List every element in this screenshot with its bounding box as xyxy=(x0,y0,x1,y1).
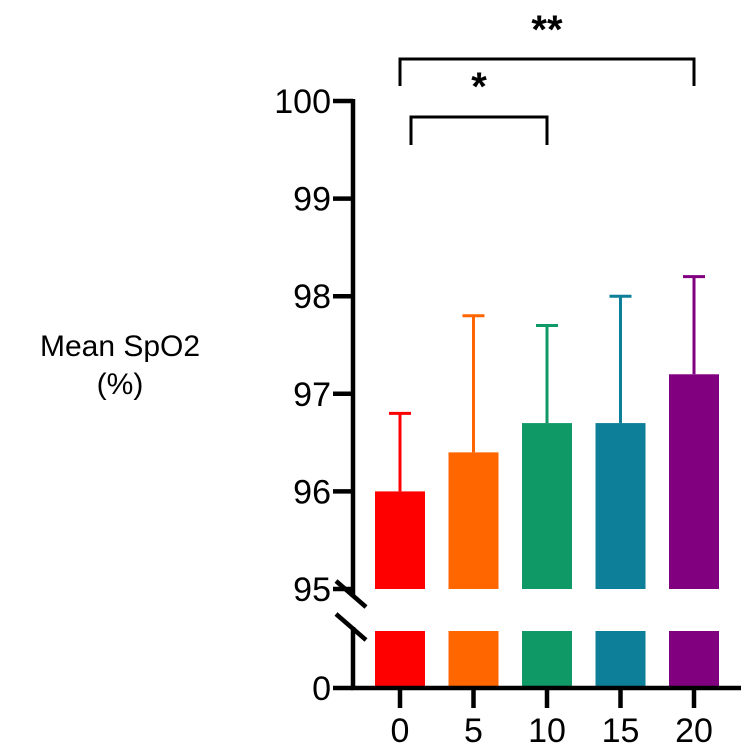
axis-break-mark-lower xyxy=(334,612,368,642)
x-axis-ticks: 0 5 10 15 20 xyxy=(391,688,713,750)
x-tick-label-5: 5 xyxy=(464,712,483,750)
y-axis-label-line-1: Mean SpO2 xyxy=(39,330,201,363)
y-tick-label-98: 98 xyxy=(293,278,331,316)
axis-break-mark-upper xyxy=(334,579,368,609)
bar-lower-5 xyxy=(448,631,499,688)
y-tick-label-97: 97 xyxy=(293,376,331,414)
x-tick-label-0: 0 xyxy=(391,712,410,750)
bar-0 xyxy=(375,491,425,589)
significance-annotations: *** xyxy=(398,8,696,145)
significance-label-0-20: ** xyxy=(531,8,563,52)
y-tick-label-96: 96 xyxy=(293,473,331,511)
bar-10 xyxy=(522,423,572,589)
bar-20 xyxy=(669,374,719,589)
x-tick-label-10: 10 xyxy=(528,712,566,750)
y-tick-label-95: 95 xyxy=(293,571,331,609)
significance-label-0-10: * xyxy=(471,65,487,109)
bar-lower-20 xyxy=(669,631,719,688)
bar-lower-0 xyxy=(375,631,425,688)
error-bars xyxy=(389,275,705,492)
y-axis-ticks: 95 96 97 98 99 100 0 xyxy=(274,83,353,708)
y-tick-label-99: 99 xyxy=(293,181,331,219)
significance-bracket-0-20 xyxy=(398,57,696,86)
bar-15 xyxy=(595,423,646,589)
bar-lower-15 xyxy=(595,631,646,688)
y-axis-label-line-2: (%) xyxy=(96,368,144,401)
x-tick-label-15: 15 xyxy=(602,712,640,750)
y-tick-label-100: 100 xyxy=(274,83,331,121)
y-tick-label-0: 0 xyxy=(312,670,331,708)
significance-bracket-0-10 xyxy=(409,115,549,145)
y-axis-label: Mean SpO2 (%) xyxy=(0,328,240,404)
bars xyxy=(375,374,719,688)
bar-5 xyxy=(448,452,499,589)
x-tick-label-20: 20 xyxy=(675,712,713,750)
bar-lower-10 xyxy=(522,631,572,688)
